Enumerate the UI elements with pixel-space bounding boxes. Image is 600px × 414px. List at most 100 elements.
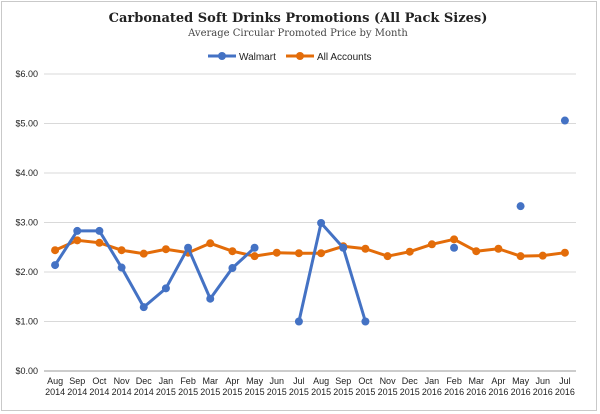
walmart-line-segment [97,229,124,270]
walmart-point [317,218,326,227]
x-tick-month: Sep [335,376,351,386]
walmart-point [73,226,82,235]
x-tick-month: Sep [69,376,85,386]
y-tick-label: $3.00 [15,218,38,228]
x-tick-year: 2016 [466,387,486,397]
all-accounts-point [161,245,170,254]
all-accounts-point [538,251,547,260]
x-tick-month: Apr [491,376,505,386]
x-tick-month: Apr [225,376,239,386]
all-accounts-point [405,247,414,256]
walmart-point [516,202,525,211]
x-tick-month: Feb [180,376,196,386]
x-tick-month: Jun [535,376,550,386]
x-tick-year: 2015 [378,387,398,397]
x-tick-year: 2015 [289,387,309,397]
x-tick-year: 2014 [89,387,109,397]
walmart-point [161,284,170,293]
walmart-point [361,317,370,326]
y-tick-label: $2.00 [15,267,38,277]
walmart-line-segment [319,221,345,250]
walmart-line-segment [297,221,323,323]
x-tick-year: 2015 [245,387,265,397]
x-tick-month: Jun [269,376,284,386]
x-tick-month: Oct [92,376,107,386]
walmart-line-segment [53,229,79,267]
x-tick-year: 2014 [134,387,154,397]
y-tick-label: $4.00 [15,168,38,178]
all-accounts-point [317,249,326,258]
walmart-point [95,226,104,235]
legend-marker-all-accounts [296,52,304,60]
series-walmart [51,116,569,326]
legend-label-walmart: Walmart [239,52,276,63]
walmart-point [250,243,259,252]
x-tick-year: 2016 [422,387,442,397]
x-tick-year: 2014 [67,387,87,397]
x-tick-month: Nov [380,376,397,386]
all-accounts-point [450,235,459,244]
walmart-point [117,263,126,272]
x-tick-year: 2016 [555,387,575,397]
x-tick-month: Oct [358,376,373,386]
x-tick-month: Aug [313,376,329,386]
legend-marker-walmart [218,52,226,60]
all-accounts-point [272,248,281,257]
walmart-line-segment [230,246,257,270]
x-tick-year: 2016 [444,387,464,397]
walmart-point [560,116,569,125]
x-tick-year: 2015 [355,387,375,397]
all-accounts-line-segment [452,237,478,253]
walmart-point [339,243,348,252]
all-accounts-point [560,248,569,257]
all-accounts-point [228,247,237,256]
x-tick-year: 2015 [200,387,220,397]
x-tick-month: Jul [559,376,571,386]
walmart-point [51,261,60,270]
y-tick-label: $6.00 [15,69,38,79]
x-tick-year: 2015 [222,387,242,397]
all-accounts-point [95,238,104,247]
walmart-line-segment [142,286,168,309]
walmart-point [184,243,193,252]
x-tick-month: Mar [203,376,219,386]
x-tick-month: May [512,376,530,386]
x-tick-year: 2015 [311,387,331,397]
x-tick-month: Jan [425,376,440,386]
all-accounts-point [117,246,126,255]
walmart-point [294,317,303,326]
all-accounts-point [139,249,148,258]
walmart-point [206,294,215,303]
all-accounts-point [250,252,259,261]
all-accounts-point [494,244,503,253]
x-tick-month: Feb [446,376,462,386]
all-accounts-point [516,252,525,261]
x-tick-year: 2015 [156,387,176,397]
y-tick-label: $5.00 [15,119,38,129]
all-accounts-point [73,236,82,245]
x-tick-year: 2016 [511,387,531,397]
all-accounts-line-segment [186,241,212,255]
all-accounts-point [294,249,303,258]
all-accounts-point [383,252,392,261]
x-tick-year: 2015 [178,387,198,397]
y-tick-label: $1.00 [15,317,38,327]
all-accounts-point [206,239,215,248]
walmart-point [139,303,148,312]
walmart-line-segment [208,266,234,301]
x-tick-year: 2015 [400,387,420,397]
x-tick-year: 2016 [488,387,508,397]
x-tick-month: May [246,376,264,386]
chart-subtitle: Average Circular Promoted Price by Month [188,28,408,39]
x-tick-month: Dec [136,376,153,386]
x-tick-month: Jul [293,376,305,386]
walmart-line-segment [186,246,212,301]
walmart-line-segment [164,246,190,290]
legend-label-all-accounts: All Accounts [317,52,371,63]
chart-title: Carbonated Soft Drinks Promotions (All P… [108,11,488,26]
y-tick-label: $0.00 [15,366,38,376]
series-all-accounts [51,235,569,261]
all-accounts-point [51,246,60,255]
